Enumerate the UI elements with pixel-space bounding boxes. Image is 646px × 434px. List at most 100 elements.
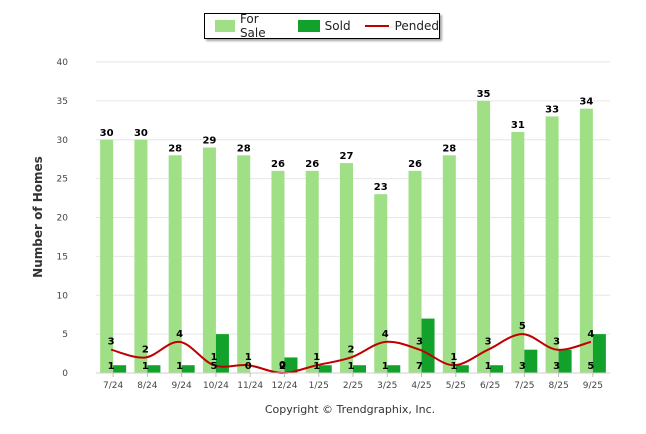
data-label-for-sale: 28 [237,143,251,154]
data-label-for-sale: 27 [340,151,354,162]
y-tick-label: 35 [57,97,68,107]
bar-sold [147,365,161,373]
copyright-text: Copyright © Trendgraphix, Inc. [264,403,436,416]
y-tick-label: 40 [57,58,69,68]
x-tick-label: 9/24 [172,381,192,391]
x-tick-label: 2/25 [343,381,363,391]
bar-for-sale [408,170,422,373]
data-label-pended: 1 [245,352,252,363]
y-tick-label: 20 [57,214,69,224]
bar-sold [181,365,195,373]
legend-swatch-pended [364,25,389,27]
data-label-pended: 3 [108,337,115,348]
data-label-pended: 1 [313,352,320,363]
data-label-pended: 4 [382,329,389,340]
x-tick-label: 8/25 [548,381,568,391]
y-tick-label: 5 [62,330,68,340]
legend-item-pended[interactable]: Pended [364,19,439,33]
data-label-for-sale: 34 [579,97,593,108]
bar-for-sale [202,147,216,373]
y-tick-label: 25 [57,175,68,185]
x-tick-label: 11/24 [237,381,263,391]
bar-for-sale [442,155,456,373]
series-line-pended [110,333,592,375]
bar-for-sale [545,116,559,374]
bar-for-sale [168,155,182,373]
legend-item-sold[interactable]: Sold [297,19,351,33]
x-tick-label: 4/25 [411,381,431,391]
bar-for-sale [237,155,251,373]
data-label-pended: 3 [416,337,423,348]
bar-sold [284,357,298,373]
data-label-sold: 1 [142,361,149,372]
data-label-for-sale: 33 [545,104,559,115]
legend: For Sale Sold Pended [204,12,440,40]
y-tick-label: 15 [57,252,68,262]
data-label-for-sale: 29 [202,136,216,147]
bar-sold [490,365,504,373]
data-label-sold: 1 [450,361,457,372]
bar-for-sale [100,139,114,373]
bar-sold [558,349,572,373]
x-tick-label: 5/25 [446,381,466,391]
data-label-pended: 1 [450,352,457,363]
data-label-sold: 3 [519,361,526,372]
data-label-pended: 1 [210,352,217,363]
data-label-for-sale: 23 [374,182,388,193]
line-layer [110,333,592,375]
data-label-sold: 5 [587,361,594,372]
x-tick-label: 9/25 [583,381,603,391]
x-tick-label: 3/25 [377,381,397,391]
bar-sold [113,365,127,373]
bar-for-sale [134,139,148,373]
x-tick-label: 7/24 [103,381,123,391]
data-label-pended: 3 [553,337,560,348]
data-label-sold: 3 [553,361,560,372]
data-label-for-sale: 28 [168,143,182,154]
data-label-pended: 2 [142,344,149,355]
legend-label-sold: Sold [324,19,351,33]
data-label-pended: 2 [348,344,355,355]
data-label-for-sale: 26 [408,159,422,170]
bar-for-sale [374,194,388,373]
data-label-sold: 1 [313,361,320,372]
legend-label-for-sale: For Sale [239,12,266,40]
bar-sold [318,365,332,373]
bar-for-sale [340,163,353,373]
data-label-for-sale: 28 [442,143,456,154]
bar-for-sale [305,170,319,373]
data-label-pended: 3 [485,337,492,348]
bar-for-sale [579,108,593,374]
legend-item-for-sale[interactable]: For Sale [215,12,284,40]
y-tick-label: 10 [57,291,69,301]
x-tick-label: 10/24 [203,381,229,391]
data-label-sold: 1 [108,361,115,372]
bar-for-sale [477,100,491,373]
data-label-sold: 5 [210,361,217,372]
data-label-sold: 1 [382,361,389,372]
data-label-sold: 1 [176,361,183,372]
x-tick-label: 12/24 [271,381,297,391]
data-label-pended: 4 [176,329,183,340]
bar-sold [387,365,401,373]
data-label-sold: 7 [416,361,423,372]
data-label-sold: 1 [485,361,492,372]
data-label-pended: 0 [279,360,286,371]
y-axis-title: Number of Homes [31,156,45,278]
data-label-pended: 4 [587,329,594,340]
data-label-for-sale: 35 [477,89,491,100]
labels-layer: 3013012812952802622612712312672813513133… [100,89,595,372]
bar-sold [421,318,435,373]
data-label-sold: 2 [279,361,286,372]
bar-sold [592,334,606,373]
x-tick-label: 6/25 [480,381,500,391]
bar-sold [215,334,229,373]
bar-for-sale [271,170,285,373]
y-tick-label: 30 [57,136,69,146]
bar-sold [455,365,469,373]
data-label-for-sale: 30 [100,128,114,139]
x-tick-label: 1/25 [309,381,329,391]
bar-sold [524,349,538,373]
